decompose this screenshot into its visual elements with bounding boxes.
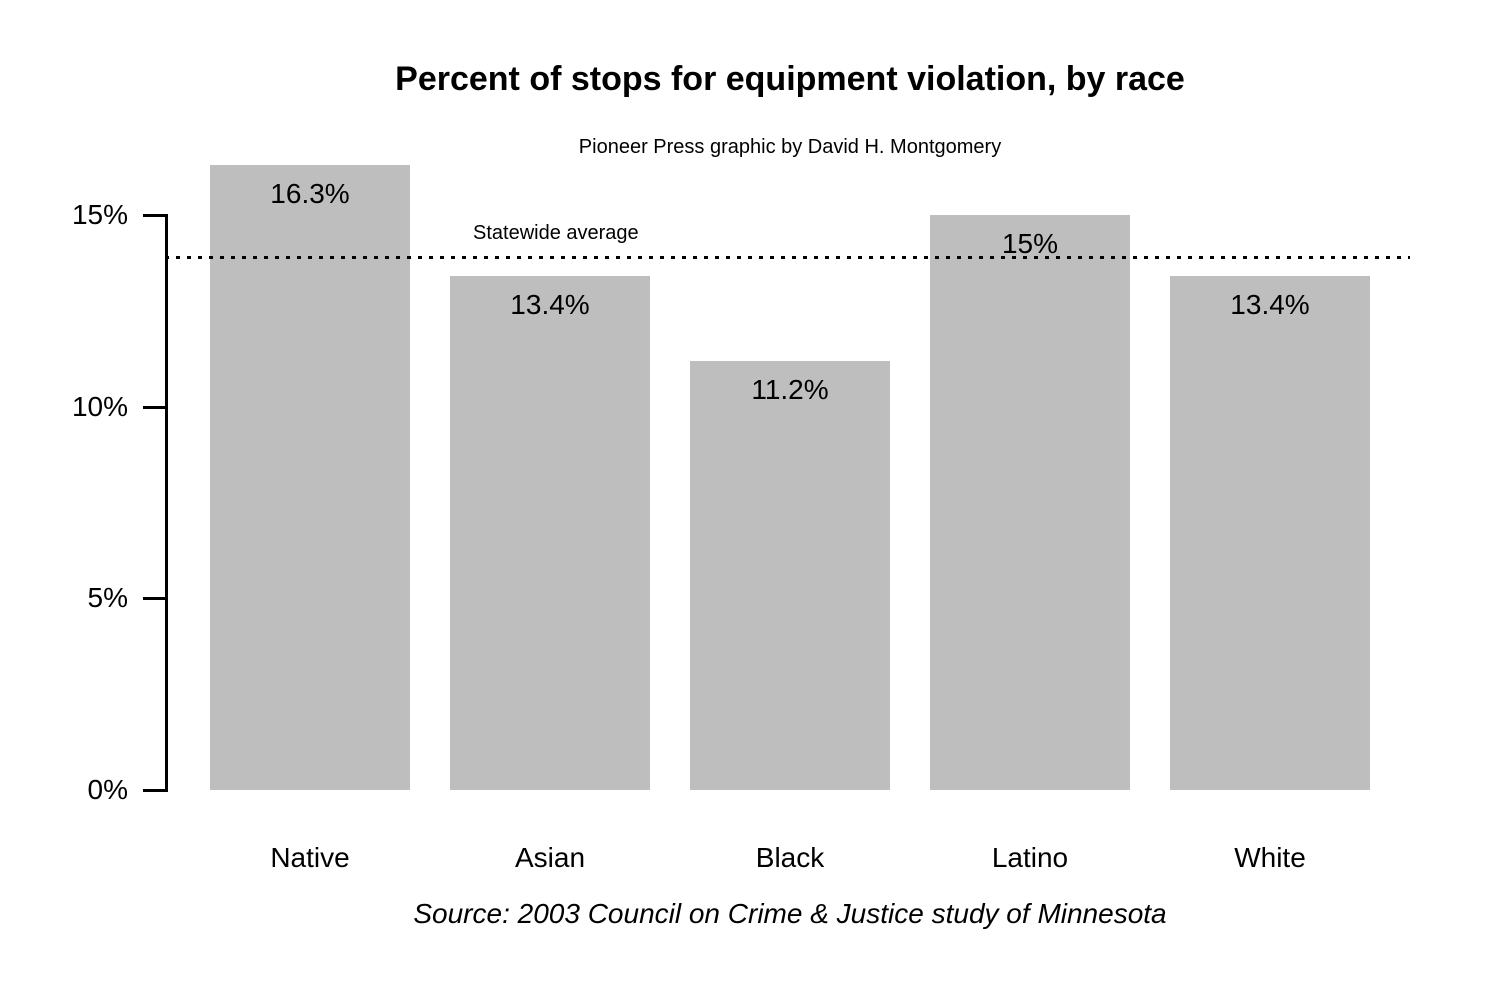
y-axis-tick-label: 5%: [87, 582, 128, 614]
bar-black: 11.2%: [690, 360, 890, 790]
category-label-black: Black: [755, 842, 825, 873]
chart-title: Percent of stops for equipment violation…: [395, 60, 1185, 98]
chart-subtitle: Pioneer Press graphic by David H. Montgo…: [578, 136, 1002, 158]
bar-white: 13.4%: [1170, 276, 1370, 790]
statewide-average-line: [165, 256, 1410, 260]
y-axis-tick: [143, 214, 168, 217]
category-label-latino: Latino: [991, 842, 1069, 873]
bar-latino: 15%: [930, 215, 1130, 790]
category-label-native: Native: [270, 842, 350, 873]
y-axis-tick-label: 10%: [71, 390, 128, 422]
bar-value-label: 16.3%: [270, 178, 350, 210]
y-axis-tick-label: 15%: [71, 199, 128, 230]
y-axis-tick: [143, 405, 168, 409]
bar-native: 16.3%: [210, 165, 410, 790]
bar-value-label: 13.4%: [1230, 289, 1310, 321]
bar-value-label: 11.2%: [751, 373, 829, 405]
statewide-average-label: Statewide average: [473, 222, 639, 245]
chart-source: Source: 2003 Council on Crime & Justice …: [413, 898, 1167, 929]
y-axis-tick: [143, 597, 168, 601]
y-axis-line: [165, 214, 168, 792]
category-label-asian: Asian: [514, 842, 586, 873]
y-axis-tick: [143, 789, 168, 792]
bar-asian: 13.4%: [450, 276, 650, 790]
category-label-white: White: [1234, 842, 1306, 873]
bar-value-label: 15%: [1001, 228, 1059, 259]
bar-value-label: 13.4%: [510, 289, 590, 321]
y-axis-tick-label: 0%: [87, 774, 128, 805]
